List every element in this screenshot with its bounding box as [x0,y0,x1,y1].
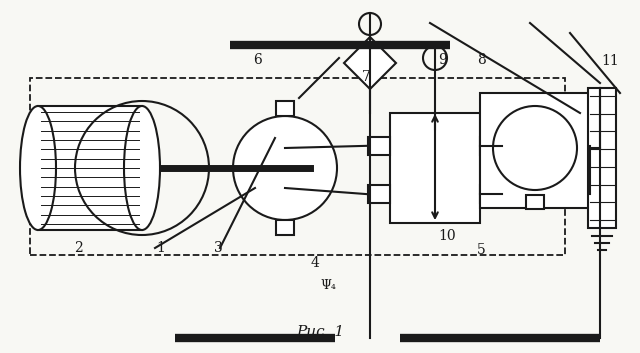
Bar [276,220,294,235]
Bar [480,185,502,203]
Bar [390,113,480,223]
Text: 2: 2 [74,241,83,255]
Text: 8: 8 [477,53,486,66]
Bar [368,137,390,155]
Text: 3: 3 [214,241,223,255]
Bar [276,101,294,116]
Text: 1: 1 [157,241,166,255]
Bar [30,78,565,255]
Text: 10: 10 [438,229,456,243]
Bar [526,195,544,209]
Ellipse shape [20,106,56,230]
Bar [480,93,590,208]
Text: 9: 9 [438,53,447,66]
Text: 5: 5 [477,243,486,257]
Polygon shape [344,37,396,89]
Text: Рис. 1: Рис. 1 [296,325,344,339]
Text: 7: 7 [362,70,371,84]
Circle shape [233,116,337,220]
Text: 6: 6 [253,53,262,66]
Ellipse shape [124,106,160,230]
Text: 11: 11 [602,54,620,68]
Bar [588,88,616,228]
Circle shape [493,106,577,190]
Bar [368,185,390,203]
Bar [38,106,142,230]
Text: Ψ₄: Ψ₄ [320,280,336,292]
Bar [480,137,502,155]
Text: 4: 4 [310,256,319,269]
